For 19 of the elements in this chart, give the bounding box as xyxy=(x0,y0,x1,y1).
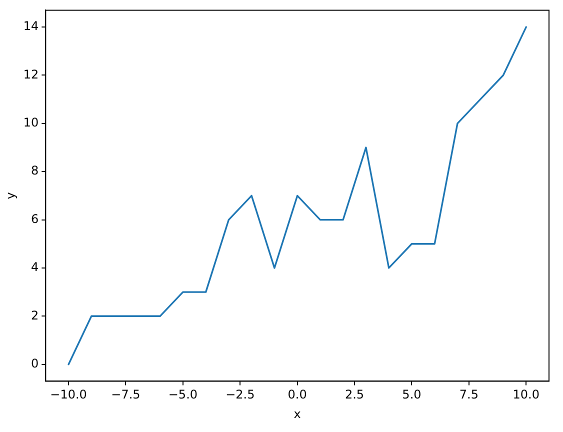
y-tick-label: 10 xyxy=(23,116,39,130)
y-tick-label: 14 xyxy=(23,19,39,34)
y-tick-label: 0 xyxy=(31,356,39,370)
x-tick-label: −5.0 xyxy=(168,388,198,402)
y-tick-label: 6 xyxy=(31,212,39,226)
y-tick-label: 2 xyxy=(31,308,39,322)
x-tick-label: −7.5 xyxy=(111,388,140,402)
x-tick-label: 10.0 xyxy=(512,388,540,402)
y-axis-title: y xyxy=(3,192,18,200)
x-tick-label: 0.0 xyxy=(288,388,307,402)
y-tick-label: 8 xyxy=(31,164,39,178)
x-tick-label: −2.5 xyxy=(226,388,255,402)
x-axis-title: x xyxy=(294,406,301,421)
y-tick-label: 4 xyxy=(31,260,39,274)
x-tick-label: −10.0 xyxy=(50,388,87,402)
x-tick-label: 7.5 xyxy=(459,388,478,402)
x-tick-label: 2.5 xyxy=(344,388,364,402)
y-tick-label: 12 xyxy=(23,67,39,82)
x-tick-label: 5.0 xyxy=(402,388,422,402)
